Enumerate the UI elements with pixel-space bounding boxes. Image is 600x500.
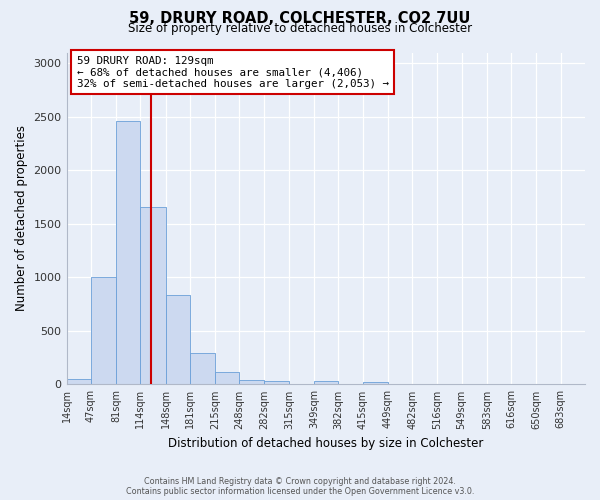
Bar bbox=[215, 372, 239, 384]
Bar bbox=[67, 378, 91, 384]
Bar bbox=[116, 121, 140, 384]
Bar bbox=[190, 353, 215, 384]
Bar bbox=[362, 382, 388, 384]
Bar bbox=[314, 380, 338, 384]
Bar bbox=[91, 278, 116, 384]
Text: 59, DRURY ROAD, COLCHESTER, CO2 7UU: 59, DRURY ROAD, COLCHESTER, CO2 7UU bbox=[130, 11, 470, 26]
Bar bbox=[140, 206, 166, 384]
X-axis label: Distribution of detached houses by size in Colchester: Distribution of detached houses by size … bbox=[168, 437, 484, 450]
Y-axis label: Number of detached properties: Number of detached properties bbox=[15, 126, 28, 312]
Text: Size of property relative to detached houses in Colchester: Size of property relative to detached ho… bbox=[128, 22, 472, 35]
Text: Contains HM Land Registry data © Crown copyright and database right 2024.
Contai: Contains HM Land Registry data © Crown c… bbox=[126, 476, 474, 496]
Bar bbox=[265, 380, 289, 384]
Bar bbox=[166, 295, 190, 384]
Text: 59 DRURY ROAD: 129sqm
← 68% of detached houses are smaller (4,406)
32% of semi-d: 59 DRURY ROAD: 129sqm ← 68% of detached … bbox=[77, 56, 389, 89]
Bar bbox=[239, 380, 265, 384]
